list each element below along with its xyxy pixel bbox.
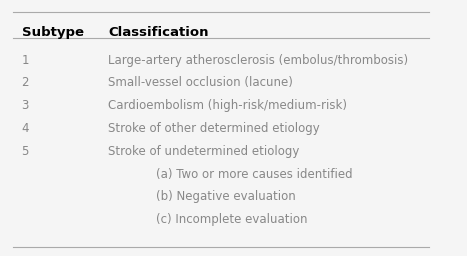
- Text: Large-artery atherosclerosis (embolus/thrombosis): Large-artery atherosclerosis (embolus/th…: [108, 54, 408, 67]
- Text: (a) Two or more causes identified: (a) Two or more causes identified: [156, 168, 353, 181]
- Text: 4: 4: [21, 122, 29, 135]
- Text: 1: 1: [21, 54, 29, 67]
- Text: (c) Incomplete evaluation: (c) Incomplete evaluation: [156, 213, 307, 226]
- Text: Stroke of other determined etiology: Stroke of other determined etiology: [108, 122, 320, 135]
- Text: Classification: Classification: [108, 26, 209, 39]
- Text: 5: 5: [21, 145, 29, 158]
- Text: Stroke of undetermined etiology: Stroke of undetermined etiology: [108, 145, 300, 158]
- Text: Subtype: Subtype: [21, 26, 84, 39]
- Text: 2: 2: [21, 77, 29, 90]
- Text: Small-vessel occlusion (lacune): Small-vessel occlusion (lacune): [108, 77, 293, 90]
- Text: 3: 3: [21, 99, 29, 112]
- Text: Cardioembolism (high-risk/medium-risk): Cardioembolism (high-risk/medium-risk): [108, 99, 347, 112]
- Text: (b) Negative evaluation: (b) Negative evaluation: [156, 190, 296, 204]
